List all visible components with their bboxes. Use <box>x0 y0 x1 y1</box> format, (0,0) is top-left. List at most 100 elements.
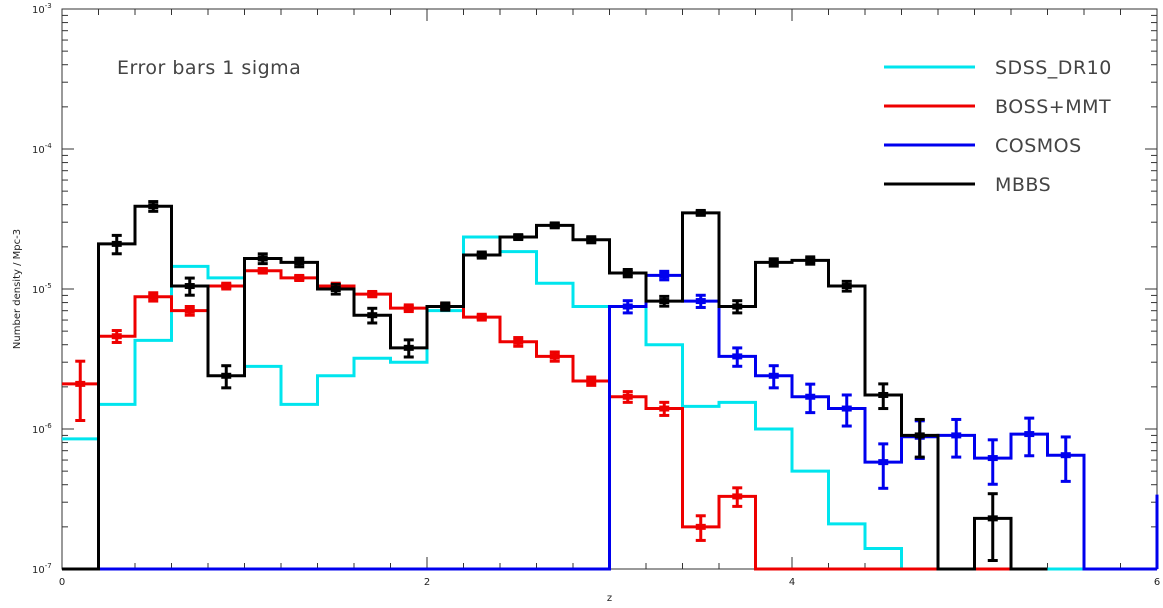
data-point-marker <box>184 307 195 314</box>
data-point-marker <box>732 353 743 360</box>
data-point-marker <box>513 234 524 241</box>
error-bar-mbbs <box>111 233 122 256</box>
data-point-marker <box>987 515 998 522</box>
data-point-marker <box>695 523 706 530</box>
data-point-marker <box>768 259 779 266</box>
annotation-error-bars: Error bars 1 sigma <box>117 57 301 79</box>
error-bar-mbbs <box>440 301 451 312</box>
data-point-marker <box>221 372 232 379</box>
data-point-marker <box>951 432 962 439</box>
error-bar-mbbs <box>257 252 268 266</box>
y-tick-label: 10-7 <box>32 562 52 576</box>
data-point-marker <box>257 255 268 262</box>
data-point-marker <box>914 432 925 439</box>
data-point-marker <box>440 303 451 310</box>
data-point-marker <box>732 303 743 310</box>
data-point-marker <box>841 405 852 412</box>
data-point-marker <box>148 293 159 300</box>
data-point-marker <box>878 391 889 398</box>
error-bar-mbbs <box>184 276 195 297</box>
error-bar-mbbs <box>659 294 670 308</box>
error-bar-cosmos <box>841 393 852 428</box>
error-bar-boss-mmt <box>695 514 706 542</box>
axes: 0 2 4 6 10-7 10-6 10-5 10-4 10-3 z Number density … <box>12 2 1160 604</box>
y-tick-label: 10-3 <box>32 2 52 16</box>
data-point-marker <box>221 283 232 290</box>
series-layer <box>62 200 1159 571</box>
series-sdss-dr10 <box>62 235 1157 571</box>
legend-label-sdss-dr10: SDSS_DR10 <box>995 57 1112 79</box>
data-point-marker <box>549 222 560 229</box>
error-bar-boss-mmt <box>221 281 232 291</box>
error-bar-mbbs <box>148 200 159 213</box>
x-tick-label: 4 <box>789 577 795 588</box>
data-point-marker <box>1060 452 1071 459</box>
legend-label-mbbs: MBBS <box>995 174 1051 196</box>
data-point-marker <box>622 393 633 400</box>
error-bar-boss-mmt <box>732 486 743 508</box>
error-bar-cosmos <box>768 364 779 390</box>
series-line-mbbs <box>62 204 1048 571</box>
data-point-marker <box>622 303 633 310</box>
error-bar-mbbs <box>330 282 341 296</box>
error-bar-boss-mmt <box>148 291 159 303</box>
error-bar-mbbs <box>805 255 816 266</box>
data-point-marker <box>622 270 633 277</box>
data-point-marker <box>294 259 305 266</box>
data-point-marker <box>111 333 122 340</box>
error-bar-cosmos <box>1060 435 1071 483</box>
error-bar-boss-mmt <box>549 350 560 363</box>
data-point-marker <box>111 240 122 247</box>
data-point-marker <box>805 257 816 264</box>
error-bar-cosmos <box>1024 416 1035 458</box>
y-tick-label: 10-5 <box>32 282 52 296</box>
error-bar-mbbs <box>878 382 889 411</box>
error-bar-mbbs <box>732 299 743 315</box>
error-bar-boss-mmt <box>367 289 378 299</box>
error-bar-mbbs <box>294 256 305 269</box>
data-point-marker <box>695 298 706 305</box>
error-bar-mbbs <box>987 492 998 563</box>
x-tick-label: 0 <box>59 577 65 588</box>
data-point-marker <box>257 267 268 274</box>
error-bar-mbbs <box>367 306 378 325</box>
error-bar-boss-mmt <box>257 267 268 275</box>
x-tick-label: 6 <box>1154 577 1160 588</box>
error-bar-boss-mmt <box>476 312 487 322</box>
error-bar-boss-mmt <box>659 400 670 417</box>
error-bar-cosmos <box>659 269 670 282</box>
y-axis-label: Number density / Mpc-3 <box>12 229 23 349</box>
error-bar-mbbs <box>476 250 487 260</box>
data-point-marker <box>294 274 305 281</box>
error-bar-cosmos <box>951 417 962 459</box>
legend-label-boss-mmt: BOSS+MMT <box>995 96 1111 118</box>
series-line-sdss-dr10 <box>62 235 1157 571</box>
error-bar-boss-mmt <box>586 375 597 387</box>
data-point-marker <box>659 272 670 279</box>
error-bar-cosmos <box>805 382 816 415</box>
data-point-marker <box>878 459 889 466</box>
error-bar-mbbs <box>549 221 560 230</box>
error-bar-boss-mmt <box>513 336 524 348</box>
y-tick-label: 10-6 <box>32 422 52 436</box>
error-bar-mbbs <box>914 417 925 459</box>
series-line-boss-mmt <box>62 269 1048 571</box>
error-bar-mbbs <box>586 235 597 245</box>
series-cosmos <box>62 269 1159 571</box>
data-point-marker <box>367 312 378 319</box>
error-bar-mbbs <box>768 257 779 268</box>
data-point-marker <box>403 344 414 351</box>
legend-item-sdss-dr10: SDSS_DR10 <box>884 57 1112 79</box>
error-bar-boss-mmt <box>622 390 633 404</box>
error-bar-cosmos <box>695 293 706 309</box>
error-bar-mbbs <box>841 279 852 293</box>
legend-item-cosmos: COSMOS <box>884 135 1081 157</box>
x-tick-label: 2 <box>424 577 430 588</box>
error-bar-cosmos <box>987 438 998 486</box>
error-bar-mbbs <box>513 233 524 242</box>
error-bar-boss-mmt <box>403 303 414 314</box>
y-tick-label: 10-4 <box>32 142 52 156</box>
data-point-marker <box>476 314 487 321</box>
data-point-marker <box>1024 431 1035 438</box>
